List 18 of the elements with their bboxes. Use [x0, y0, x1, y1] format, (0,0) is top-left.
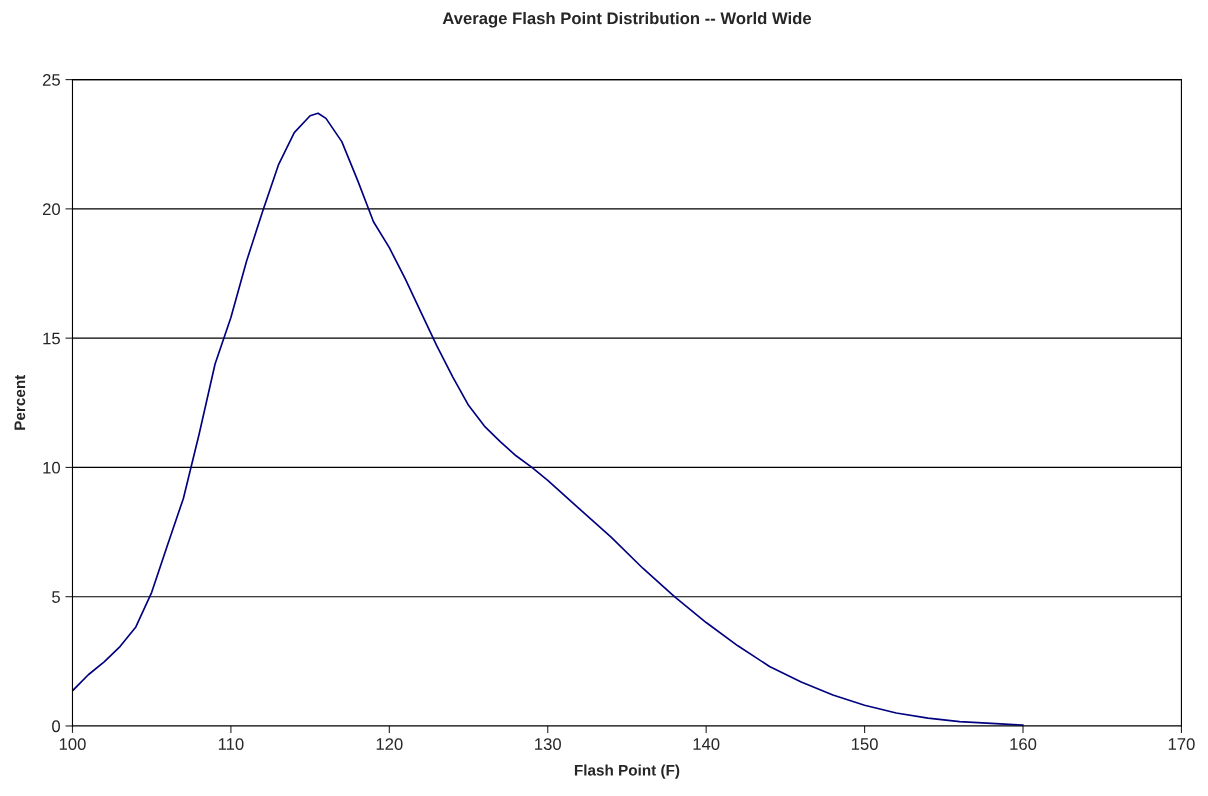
x-tick-label: 170	[1168, 738, 1195, 750]
x-tick-label: 140	[693, 738, 720, 750]
y-tick-label: 5	[52, 591, 60, 603]
y-tick-label: 10	[43, 461, 61, 474]
x-tick-label: 100	[59, 738, 86, 750]
y-tick-label: 0	[52, 720, 61, 733]
y-tick-label: 25	[42, 74, 60, 86]
y-tick-label: 15	[43, 332, 60, 345]
chart-title: Average Flash Point Distribution -- World Wide	[442, 11, 812, 28]
x-tick-label: 150	[851, 738, 878, 750]
y-tick-label: 20	[42, 203, 61, 216]
x-tick-label: 130	[535, 738, 561, 750]
x-tick-label: 160	[1010, 738, 1037, 750]
line-series	[72, 112, 1024, 726]
x-tick-label: 110	[218, 738, 244, 750]
x-tick-label: 120	[376, 738, 403, 750]
y-axis-title: Percent	[14, 374, 26, 430]
x-axis-title: Flash Point (F)	[574, 764, 680, 779]
